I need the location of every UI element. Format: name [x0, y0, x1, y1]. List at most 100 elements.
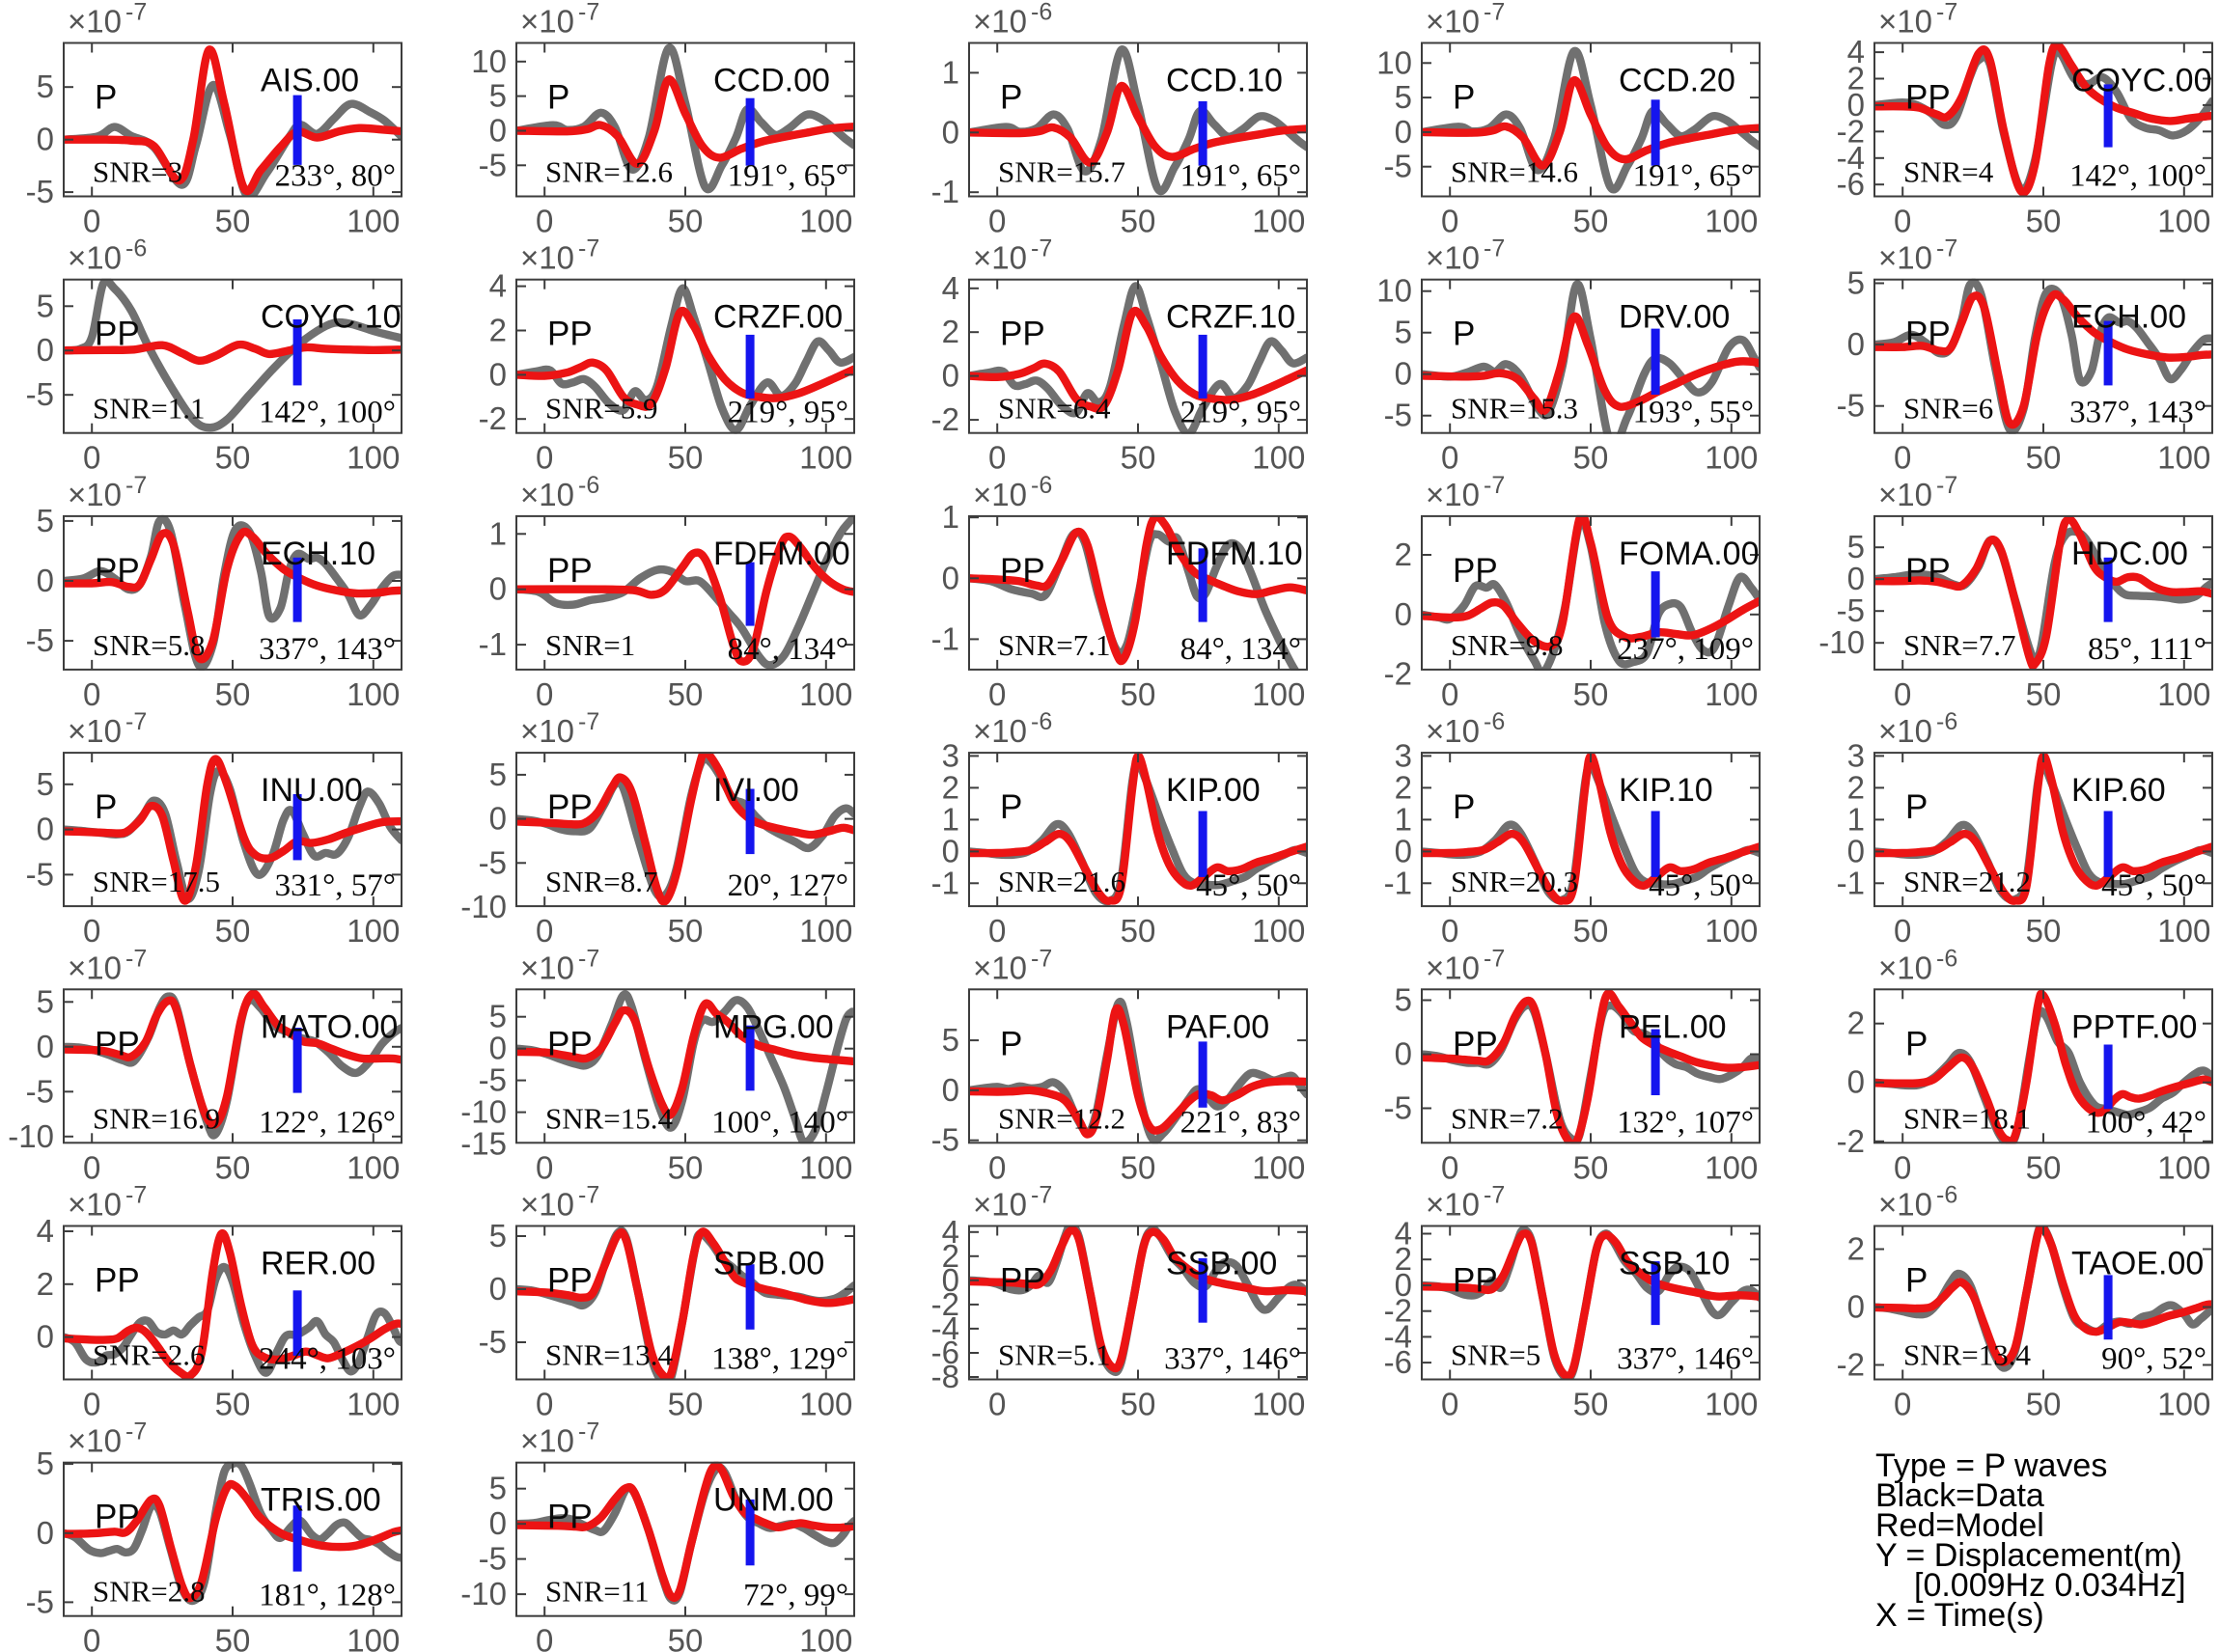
svg-text:-2: -2: [1837, 1347, 1865, 1383]
svg-text:100: 100: [347, 676, 400, 712]
svg-text:337°, 146°: 337°, 146°: [1164, 1342, 1301, 1377]
svg-text:×10: ×10: [68, 950, 122, 985]
svg-text:337°, 146°: 337°, 146°: [1617, 1342, 1754, 1377]
svg-text:100: 100: [1252, 676, 1305, 712]
svg-text:-2: -2: [1384, 656, 1412, 692]
svg-text:SNR=5.9: SNR=5.9: [545, 392, 658, 426]
svg-text:50: 50: [2026, 440, 2062, 476]
svg-text:4: 4: [1847, 34, 1865, 69]
svg-text:0: 0: [489, 356, 507, 392]
svg-text:-6: -6: [1936, 945, 1957, 972]
svg-text:0: 0: [83, 1149, 100, 1185]
svg-text:100°, 140°: 100°, 140°: [711, 1105, 848, 1140]
svg-text:5: 5: [942, 1022, 959, 1058]
svg-text:0: 0: [37, 1515, 54, 1551]
svg-text:×10: ×10: [1426, 1187, 1480, 1223]
svg-text:50: 50: [668, 204, 704, 239]
svg-text:SNR=4: SNR=4: [1903, 155, 1994, 189]
svg-text:50: 50: [215, 204, 251, 239]
svg-text:50: 50: [668, 440, 704, 476]
svg-text:100: 100: [1705, 676, 1758, 712]
svg-text:100: 100: [1705, 440, 1758, 476]
svg-text:132°, 107°: 132°, 107°: [1617, 1105, 1754, 1140]
svg-text:-10: -10: [460, 889, 507, 924]
svg-text:4: 4: [942, 270, 959, 306]
svg-text:50: 50: [215, 913, 251, 949]
svg-text:SNR=5.1: SNR=5.1: [998, 1338, 1111, 1372]
svg-text:PP: PP: [547, 1499, 593, 1536]
svg-text:0: 0: [1847, 1289, 1865, 1325]
svg-text:-5: -5: [26, 376, 54, 412]
svg-text:-4: -4: [931, 1310, 959, 1346]
svg-text:×10: ×10: [68, 713, 122, 749]
svg-text:45°, 50°: 45°, 50°: [1196, 868, 1301, 903]
svg-text:0: 0: [1395, 833, 1412, 868]
svg-text:181°, 128°: 181°, 128°: [259, 1579, 396, 1613]
svg-text:P: P: [1453, 788, 1475, 826]
svg-text:0: 0: [942, 114, 959, 150]
svg-text:×10: ×10: [1426, 477, 1480, 512]
svg-text:0: 0: [1847, 87, 1865, 123]
svg-text:×10: ×10: [1426, 950, 1480, 985]
svg-text:-6: -6: [931, 1335, 959, 1370]
svg-text:IVI.00: IVI.00: [713, 772, 799, 809]
svg-text:CCD.00: CCD.00: [713, 63, 830, 99]
svg-text:50: 50: [1573, 204, 1609, 239]
svg-text:CRZF.00: CRZF.00: [713, 299, 843, 336]
svg-text:SNR=21.6: SNR=21.6: [998, 865, 1125, 898]
svg-text:100: 100: [1252, 1387, 1305, 1422]
svg-text:-2: -2: [931, 1286, 959, 1322]
svg-text:-1: -1: [1384, 865, 1412, 900]
svg-text:4: 4: [942, 1214, 959, 1250]
svg-text:P: P: [1905, 1025, 1928, 1062]
svg-text:0: 0: [83, 440, 100, 476]
svg-text:P: P: [95, 79, 117, 117]
svg-text:0: 0: [1395, 114, 1412, 150]
svg-text:-5: -5: [26, 856, 54, 892]
svg-text:PP: PP: [95, 1499, 140, 1536]
svg-text:2: 2: [1847, 1231, 1865, 1267]
svg-text:0: 0: [37, 122, 54, 157]
svg-text:50: 50: [215, 676, 251, 712]
svg-text:50: 50: [1573, 440, 1609, 476]
svg-text:237°, 109°: 237°, 109°: [1617, 632, 1754, 667]
svg-text:50: 50: [1573, 913, 1609, 949]
svg-text:-5: -5: [1837, 388, 1865, 424]
svg-text:×10: ×10: [520, 1423, 574, 1459]
svg-text:4: 4: [37, 1213, 54, 1249]
svg-text:SNR=21.2: SNR=21.2: [1903, 865, 2031, 898]
svg-text:-1: -1: [479, 626, 507, 662]
svg-text:10: 10: [471, 43, 507, 79]
svg-text:SNR=15.4: SNR=15.4: [545, 1101, 674, 1135]
svg-text:SNR=20.3: SNR=20.3: [1451, 865, 1578, 898]
svg-text:0: 0: [1894, 440, 1911, 476]
svg-text:1: 1: [1395, 801, 1412, 837]
svg-text:2: 2: [942, 1238, 959, 1274]
svg-text:KIP.10: KIP.10: [1619, 772, 1713, 809]
svg-text:TRIS.00: TRIS.00: [261, 1482, 381, 1519]
svg-text:-10: -10: [1818, 624, 1865, 660]
svg-text:CCD.20: CCD.20: [1619, 63, 1735, 99]
svg-text:Type = P waves: Type = P waves: [1875, 1447, 2107, 1484]
svg-text:-4: -4: [1837, 140, 1865, 176]
svg-text:-1: -1: [931, 174, 959, 209]
svg-text:0: 0: [942, 1072, 959, 1108]
svg-text:2: 2: [942, 314, 959, 349]
svg-text:P: P: [1905, 788, 1928, 826]
svg-text:SNR=6.4: SNR=6.4: [998, 392, 1111, 426]
svg-text:122°, 126°: 122°, 126°: [259, 1105, 396, 1140]
svg-text:SNR=2.8: SNR=2.8: [93, 1575, 206, 1609]
svg-text:100: 100: [1705, 204, 1758, 239]
svg-text:PP: PP: [547, 1262, 593, 1300]
svg-text:UNM.00: UNM.00: [713, 1482, 834, 1519]
svg-text:Y = Displacement(m): Y = Displacement(m): [1875, 1537, 2182, 1574]
svg-text:×10: ×10: [1878, 713, 1932, 749]
svg-text:PP: PP: [95, 1262, 140, 1300]
svg-text:-7: -7: [1031, 945, 1052, 972]
svg-text:5: 5: [489, 999, 507, 1034]
svg-text:2: 2: [37, 1266, 54, 1302]
svg-text:5: 5: [37, 1446, 54, 1481]
svg-text:PP: PP: [1905, 316, 1951, 353]
svg-text:PP: PP: [1000, 552, 1045, 590]
svg-text:-7: -7: [125, 945, 147, 972]
